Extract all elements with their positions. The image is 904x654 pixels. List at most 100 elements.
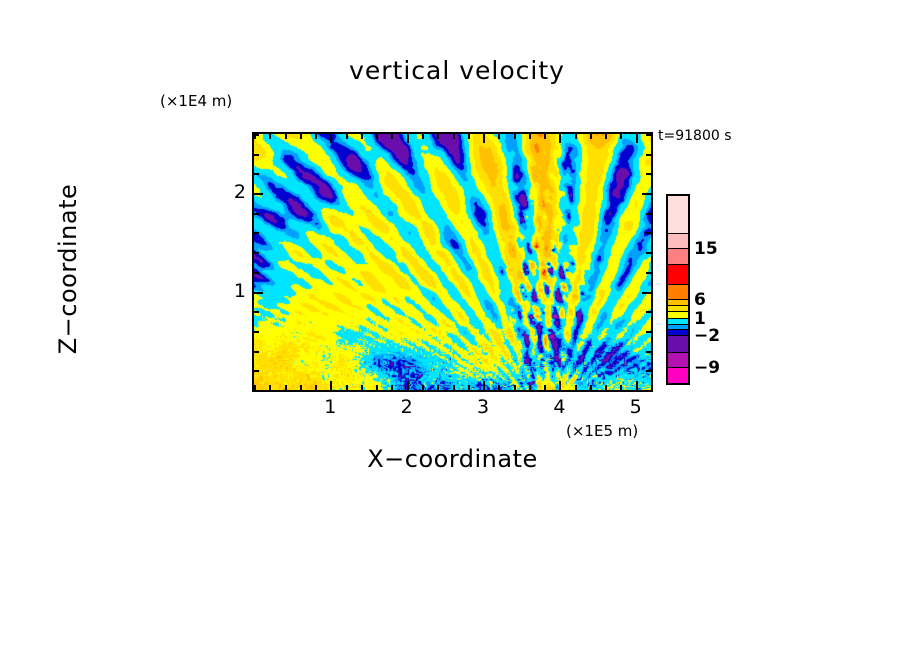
y-tick-label: 1	[233, 279, 246, 302]
colorbar	[666, 194, 690, 385]
x-minor-tick-top	[315, 134, 317, 139]
x-minor-tick	[498, 385, 500, 390]
y-minor-tick	[254, 173, 259, 175]
colorbar-band	[668, 318, 688, 325]
x-minor-tick	[468, 385, 470, 390]
x-tick-label: 4	[553, 396, 566, 418]
y-minor-tick-right	[646, 173, 651, 175]
x-major-tick-top	[483, 134, 485, 143]
y-tick-label: 2	[233, 181, 246, 204]
x-minor-tick-top	[544, 134, 546, 139]
x-minor-tick	[437, 385, 439, 390]
y-axis-unit-label: (×1E4 m)	[160, 92, 233, 110]
y-major-tick	[254, 193, 263, 195]
y-minor-tick-right	[646, 390, 651, 392]
timestamp-annotation: t=91800 s	[658, 128, 732, 144]
x-minor-tick	[391, 385, 393, 390]
x-minor-tick	[620, 385, 622, 390]
x-minor-tick	[269, 385, 271, 390]
x-minor-tick	[361, 385, 363, 390]
x-minor-tick	[376, 385, 378, 390]
x-minor-tick-top	[376, 134, 378, 139]
colorbar-band	[668, 311, 688, 319]
y-minor-tick-right	[646, 311, 651, 313]
colorbar-tick-label: −2	[694, 326, 721, 346]
y-minor-tick	[254, 252, 259, 254]
y-minor-tick-right	[646, 232, 651, 234]
x-major-tick	[559, 381, 561, 390]
colorbar-band	[668, 305, 688, 312]
y-minor-tick-right	[646, 272, 651, 274]
x-minor-tick	[285, 385, 287, 390]
x-minor-tick	[422, 385, 424, 390]
x-axis-title: X−coordinate	[367, 445, 538, 473]
heatmap-field	[254, 134, 651, 390]
colorbar-band	[668, 299, 688, 306]
x-minor-tick-top	[605, 134, 607, 139]
x-minor-tick-top	[437, 134, 439, 139]
x-major-tick-top	[559, 134, 561, 143]
y-minor-tick-right	[646, 252, 651, 254]
x-minor-tick-top	[590, 134, 592, 139]
x-minor-tick	[575, 385, 577, 390]
y-minor-tick-right	[646, 331, 651, 333]
x-minor-tick	[254, 385, 256, 390]
y-minor-tick	[254, 134, 259, 136]
x-minor-tick	[651, 385, 653, 390]
y-minor-tick-right	[646, 154, 651, 156]
x-major-tick-top	[407, 134, 409, 143]
x-minor-tick-top	[468, 134, 470, 139]
y-major-tick-right	[642, 193, 651, 195]
colorbar-tick-label: 15	[694, 239, 718, 259]
colorbar-tick-label: 1	[694, 309, 706, 329]
x-minor-tick	[590, 385, 592, 390]
x-minor-tick-top	[498, 134, 500, 139]
colorbar-band	[668, 335, 688, 353]
y-minor-tick	[254, 390, 259, 392]
x-minor-tick	[346, 385, 348, 390]
colorbar-band	[668, 367, 688, 383]
x-minor-tick-top	[391, 134, 393, 139]
y-axis-title: Z−coordinate	[54, 183, 82, 355]
x-major-tick	[483, 381, 485, 390]
x-minor-tick	[315, 385, 317, 390]
y-minor-tick-right	[646, 351, 651, 353]
x-minor-tick-top	[422, 134, 424, 139]
colorbar-band	[668, 234, 688, 249]
y-minor-tick-right	[646, 370, 651, 372]
x-minor-tick-top	[361, 134, 363, 139]
colorbar-tick-label: −9	[694, 358, 721, 378]
x-minor-tick-top	[285, 134, 287, 139]
x-major-tick-top	[330, 134, 332, 143]
x-minor-tick	[529, 385, 531, 390]
x-axis-unit-label: (×1E5 m)	[566, 422, 639, 440]
y-minor-tick	[254, 154, 259, 156]
y-major-tick-right	[642, 292, 651, 294]
page-title: vertical velocity	[349, 56, 565, 85]
x-minor-tick	[544, 385, 546, 390]
x-tick-label: 2	[400, 396, 413, 418]
colorbar-band	[668, 352, 688, 368]
x-minor-tick	[514, 385, 516, 390]
y-minor-tick-right	[646, 213, 651, 215]
x-minor-tick-top	[269, 134, 271, 139]
x-minor-tick-top	[453, 134, 455, 139]
colorbar-band	[668, 324, 688, 330]
x-minor-tick	[605, 385, 607, 390]
y-minor-tick	[254, 311, 259, 313]
colorbar-band	[668, 284, 688, 300]
x-tick-label: 1	[324, 396, 337, 418]
x-minor-tick-top	[651, 134, 653, 139]
x-tick-label: 5	[629, 396, 642, 418]
y-minor-tick	[254, 331, 259, 333]
colorbar-tick-label: 6	[694, 290, 706, 310]
x-minor-tick-top	[575, 134, 577, 139]
y-major-tick	[254, 292, 263, 294]
plot-area	[252, 132, 653, 392]
x-minor-tick-top	[514, 134, 516, 139]
y-minor-tick	[254, 370, 259, 372]
x-tick-label: 3	[476, 396, 490, 418]
x-minor-tick-top	[300, 134, 302, 139]
x-minor-tick-top	[620, 134, 622, 139]
